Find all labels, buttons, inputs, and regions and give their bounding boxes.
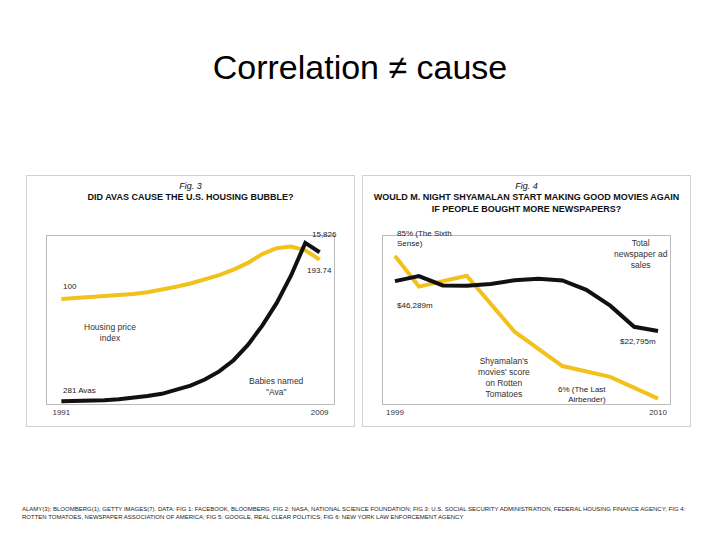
svg-text:Fig. 4WOULD M. NIGHT SHYAMALAN: Fig. 4WOULD M. NIGHT SHYAMALAN START MAK… — [374, 181, 680, 214]
svg-text:100: 100 — [63, 282, 77, 291]
html-text:ALAMY(3); BLOOMBERG(1); GETTY: ALAMY(3); BLOOMBERG(1); GETTY IMAGES(7).… — [22, 506, 686, 520]
svg-text:1991: 1991 — [52, 408, 70, 417]
svg-text:281 Avas: 281 Avas — [63, 386, 96, 395]
svg-text:193.74: 193.74 — [307, 266, 332, 275]
svg-text:Totalnewspaper adsales: Totalnewspaper adsales — [614, 238, 668, 270]
svg-text:$46,289m: $46,289m — [397, 301, 433, 310]
svg-text:15,826: 15,826 — [312, 230, 337, 239]
svg-text:Fig. 3DID AVAS CAUSE THE U.S.: Fig. 3DID AVAS CAUSE THE U.S. HOUSING BU… — [88, 181, 294, 203]
svg-text:85% (The SixthSense): 85% (The SixthSense) — [397, 229, 452, 248]
svg-text:2009: 2009 — [311, 408, 329, 417]
svg-text:Babies named"Ava": Babies named"Ava" — [249, 376, 304, 397]
svg-text:2010: 2010 — [649, 408, 667, 417]
svg-text:1999: 1999 — [386, 408, 404, 417]
svg-text:Housing priceindex: Housing priceindex — [84, 322, 136, 343]
svg-text:Shyamalan'smovies' scoreon Rot: Shyamalan'smovies' scoreon RottenTomatoe… — [478, 356, 530, 399]
svg-text:6% (The LastAirbender): 6% (The LastAirbender) — [558, 385, 606, 404]
html-text:Correlation ≠ cause: Correlation ≠ cause — [212, 48, 508, 86]
svg-text:$22,795m: $22,795m — [620, 337, 656, 346]
